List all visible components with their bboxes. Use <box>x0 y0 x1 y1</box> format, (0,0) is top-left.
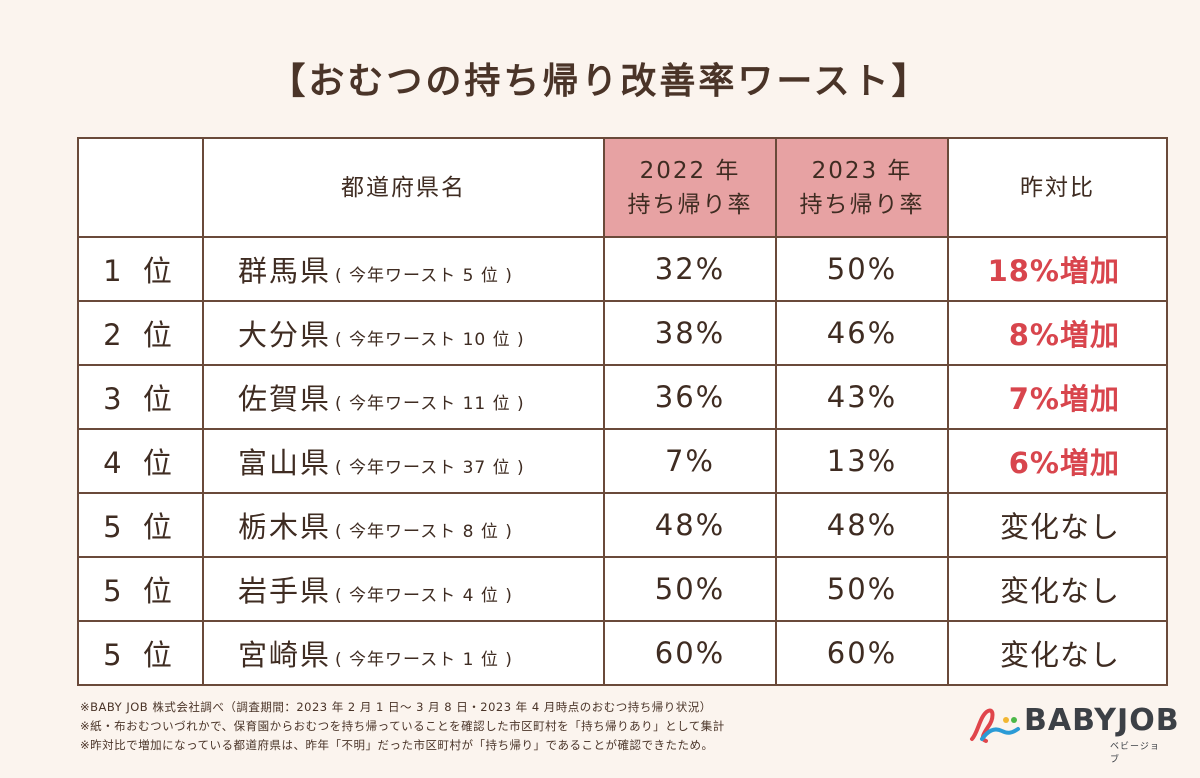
rank-cell: 5 位 <box>77 620 204 686</box>
rate-2023-cell: 43% <box>775 364 949 430</box>
rank-cell: 4 位 <box>77 428 204 494</box>
prefecture-name: 群馬県 <box>238 254 332 288</box>
rate-2022-cell: 7% <box>603 428 777 494</box>
table-row: 1 位 群馬県( 今年ワースト 5 位 ) 32% 50% 18%増加 <box>77 236 1168 302</box>
rate-2022-cell: 38% <box>603 300 777 366</box>
rank-cell: 2 位 <box>77 300 204 366</box>
rate-2022-cell: 48% <box>603 492 777 558</box>
footnote: ※昨対比で増加になっている都道府県は、昨年「不明」だった市区町村が「持ち帰り」で… <box>80 738 714 752</box>
rank-cell: 5 位 <box>77 556 204 622</box>
header-rate-2023-year: 2023 年 <box>811 157 913 184</box>
babyjob-logo: BABYJOB ベビージョブ <box>968 703 1179 765</box>
rate-2022-cell: 32% <box>603 236 777 302</box>
prefecture-note: ( 今年ワースト 8 位 ) <box>335 522 513 542</box>
prefecture-cell: 栃木県( 今年ワースト 8 位 ) <box>202 492 605 558</box>
header-rate-2023: 2023 年 持ち帰り率 <box>775 137 949 238</box>
prefecture-cell: 富山県( 今年ワースト 37 位 ) <box>202 428 605 494</box>
logo-mark-icon <box>970 708 1020 743</box>
header-rank <box>77 137 204 238</box>
prefecture-cell: 大分県( 今年ワースト 10 位 ) <box>202 300 605 366</box>
logo-subtitle: ベビージョブ <box>1110 742 1160 765</box>
prefecture-name: 岩手県 <box>238 574 332 608</box>
prefecture-name: 栃木県 <box>238 510 332 544</box>
table-header-row: 都道府県名 2022 年 持ち帰り率 2023 年 持ち帰り率 昨対比 <box>77 137 1168 238</box>
ranking-table: 都道府県名 2022 年 持ち帰り率 2023 年 持ち帰り率 昨対比 1 位 … <box>77 137 1168 686</box>
footnote: ※紙・布おむついづれかで、保育園からおむつを持ち帰っていることを確認した市区町村… <box>80 719 725 733</box>
header-rate-2022-label: 持ち帰り率 <box>627 191 753 218</box>
change-cell: 7%増加 <box>947 364 1168 430</box>
change-cell: 18%増加 <box>947 236 1168 302</box>
header-rate-2022-year: 2022 年 <box>639 157 741 184</box>
table-row: 4 位 富山県( 今年ワースト 37 位 ) 7% 13% 6%増加 <box>77 428 1168 494</box>
header-change: 昨対比 <box>947 137 1168 238</box>
prefecture-name: 佐賀県 <box>238 382 332 416</box>
header-rate-2022: 2022 年 持ち帰り率 <box>603 137 777 238</box>
table-row: 5 位 栃木県( 今年ワースト 8 位 ) 48% 48% 変化なし <box>77 492 1168 558</box>
rate-2023-cell: 50% <box>775 236 949 302</box>
rate-2023-cell: 46% <box>775 300 949 366</box>
prefecture-name: 富山県 <box>238 446 332 480</box>
rate-2023-cell: 50% <box>775 556 949 622</box>
prefecture-name: 大分県 <box>238 318 332 352</box>
rate-2023-cell: 13% <box>775 428 949 494</box>
prefecture-note: ( 今年ワースト 4 位 ) <box>335 586 513 606</box>
change-cell: 6%増加 <box>947 428 1168 494</box>
prefecture-note: ( 今年ワースト 10 位 ) <box>335 330 525 350</box>
prefecture-note: ( 今年ワースト 11 位 ) <box>335 394 525 414</box>
prefecture-cell: 群馬県( 今年ワースト 5 位 ) <box>202 236 605 302</box>
rank-cell: 5 位 <box>77 492 204 558</box>
rate-2023-cell: 48% <box>775 492 949 558</box>
rate-2022-cell: 36% <box>603 364 777 430</box>
prefecture-cell: 宮崎県( 今年ワースト 1 位 ) <box>202 620 605 686</box>
table-row: 5 位 岩手県( 今年ワースト 4 位 ) 50% 50% 変化なし <box>77 556 1168 622</box>
prefecture-cell: 岩手県( 今年ワースト 4 位 ) <box>202 556 605 622</box>
table-row: 3 位 佐賀県( 今年ワースト 11 位 ) 36% 43% 7%増加 <box>77 364 1168 430</box>
change-cell: 8%増加 <box>947 300 1168 366</box>
prefecture-note: ( 今年ワースト 37 位 ) <box>335 458 525 478</box>
change-cell: 変化なし <box>947 620 1168 686</box>
header-rate-2023-label: 持ち帰り率 <box>799 191 925 218</box>
footnote: ※BABY JOB 株式会社調べ（調査期間：2023 年 2 月 1 日～ 3 … <box>80 700 712 714</box>
prefecture-note: ( 今年ワースト 1 位 ) <box>335 650 513 670</box>
footnotes: ※BABY JOB 株式会社調べ（調査期間：2023 年 2 月 1 日～ 3 … <box>80 698 725 755</box>
change-cell: 変化なし <box>947 556 1168 622</box>
header-prefecture: 都道府県名 <box>202 137 605 238</box>
rate-2022-cell: 60% <box>603 620 777 686</box>
rate-2022-cell: 50% <box>603 556 777 622</box>
prefecture-cell: 佐賀県( 今年ワースト 11 位 ) <box>202 364 605 430</box>
prefecture-note: ( 今年ワースト 5 位 ) <box>335 266 513 286</box>
rank-cell: 1 位 <box>77 236 204 302</box>
logo-name: BABYJOB <box>1024 703 1180 738</box>
table-row: 5 位 宮崎県( 今年ワースト 1 位 ) 60% 60% 変化なし <box>77 620 1168 686</box>
rate-2023-cell: 60% <box>775 620 949 686</box>
prefecture-name: 宮崎県 <box>238 638 332 672</box>
page-title: 【おむつの持ち帰り改善率ワースト】 <box>269 61 931 102</box>
rank-cell: 3 位 <box>77 364 204 430</box>
change-cell: 変化なし <box>947 492 1168 558</box>
table-row: 2 位 大分県( 今年ワースト 10 位 ) 38% 46% 8%増加 <box>77 300 1168 366</box>
